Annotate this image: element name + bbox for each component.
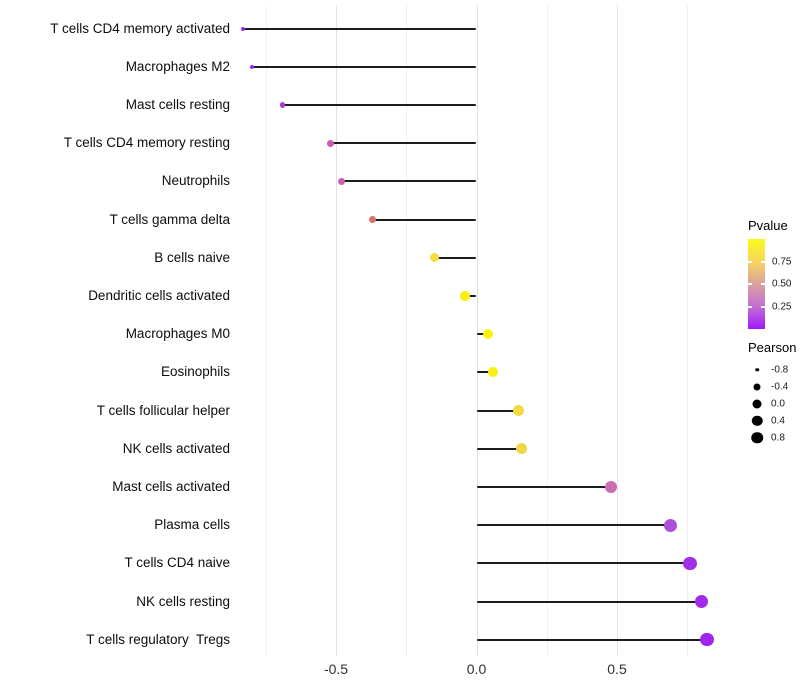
stem-segment	[476, 409, 519, 412]
y-axis-label: T cells CD4 naive	[124, 555, 230, 571]
pvalue-colorbar	[748, 239, 765, 329]
data-point	[368, 215, 377, 224]
pearson-legend-dot	[751, 431, 763, 444]
gridline-major	[476, 5, 478, 656]
x-axis-tick-label: 0.5	[607, 661, 627, 677]
gridline-minor	[265, 5, 267, 656]
stem-segment	[372, 218, 477, 221]
gridline-major	[336, 5, 337, 656]
data-point	[279, 102, 286, 108]
legend-pvalue: Pvalue 0.75 0.50 0.25	[748, 218, 800, 331]
x-axis-tick-label: 0.0	[466, 661, 487, 677]
pearson-legend-dot	[752, 399, 762, 408]
stem-segment	[330, 142, 477, 145]
y-axis-label: T cells gamma delta	[109, 211, 230, 227]
plot-panel	[237, 5, 717, 656]
data-point	[249, 64, 254, 69]
stem-segment	[476, 638, 707, 641]
pearson-legend-label: 0.4	[771, 415, 785, 426]
pearson-legend-dot	[753, 383, 761, 390]
data-point	[338, 177, 346, 185]
data-point	[488, 367, 499, 378]
stem-segment	[476, 333, 488, 336]
y-axis-label: T cells CD4 memory resting	[63, 135, 230, 151]
pearson-legend-row: -0.4	[753, 378, 800, 395]
stem-segment	[251, 65, 477, 68]
data-point	[482, 329, 493, 340]
y-axis-label: T cells follicular helper	[96, 402, 230, 418]
stem-segment	[476, 485, 612, 488]
pearson-legend-dot	[751, 415, 763, 426]
legend-pvalue-title: Pvalue	[748, 218, 788, 233]
legend-pearson-title: Pearson	[748, 340, 797, 355]
stem-segment	[282, 103, 477, 106]
stem-segment	[476, 447, 522, 450]
stem-segment	[476, 524, 671, 527]
stem-segment	[434, 256, 477, 259]
colorbar-tick-mark	[748, 283, 752, 285]
gridline-minor	[406, 5, 408, 656]
y-axis-label: Mast cells resting	[125, 96, 230, 112]
data-point	[326, 139, 334, 147]
data-point	[663, 518, 677, 532]
pearson-size-rows: -0.8 -0.4 0.0 0.4 0.8	[751, 361, 800, 446]
colorbar-tick-label: 0.75	[772, 256, 792, 267]
pearson-legend-label: 0.8	[771, 432, 785, 443]
gridline-minor	[687, 5, 689, 656]
stem-segment	[476, 371, 494, 374]
y-axis-label: B cells naive	[154, 249, 230, 265]
data-point	[694, 594, 708, 609]
data-point	[460, 291, 471, 301]
y-axis-label: Dendritic cells activated	[88, 287, 230, 303]
y-axis-label: Eosinophils	[160, 364, 230, 380]
y-axis-label: Neutrophils	[161, 173, 230, 189]
gridline-major	[617, 5, 618, 656]
y-axis-label: Plasma cells	[154, 517, 230, 533]
pearson-legend-row: 0.4	[751, 412, 800, 429]
data-point	[513, 405, 524, 416]
colorbar-tick-mark	[748, 305, 752, 308]
data-point	[516, 443, 527, 455]
pearson-legend-row: 0.8	[751, 429, 800, 446]
y-axis-label: NK cells activated	[122, 440, 230, 456]
colorbar-tick-label: 0.25	[772, 301, 792, 312]
pearson-legend-label: -0.4	[771, 381, 789, 392]
stem-segment	[243, 27, 477, 30]
y-axis-label: T cells regulatory Tregs	[86, 631, 230, 647]
data-point	[683, 556, 697, 570]
pearson-legend-row: 0.0	[752, 395, 800, 412]
y-axis-label: Macrophages M2	[125, 58, 230, 74]
data-point	[241, 26, 246, 31]
pearson-legend-row: -0.8	[755, 361, 800, 378]
data-point	[605, 480, 618, 493]
stem-segment	[476, 562, 691, 565]
colorbar-tick-mark	[761, 283, 765, 285]
colorbar-tick-mark	[748, 260, 752, 263]
y-axis-label: T cells CD4 memory activated	[50, 20, 230, 36]
stem-segment	[465, 294, 477, 297]
data-point	[700, 632, 714, 647]
y-axis-label: NK cells resting	[136, 593, 230, 609]
pearson-legend-label: 0.0	[771, 398, 785, 409]
pearson-legend-dot	[755, 367, 759, 372]
x-axis-tick-label: -0.5	[323, 661, 349, 677]
gridline-minor	[546, 5, 548, 656]
y-axis-label: Mast cells activated	[112, 478, 230, 494]
data-point	[429, 253, 439, 263]
y-axis-label: Macrophages M0	[125, 326, 230, 342]
colorbar-tick-label: 0.50	[772, 278, 792, 290]
colorbar-tick-mark	[761, 260, 765, 263]
stem-segment	[341, 180, 477, 183]
colorbar-tick-mark	[761, 305, 765, 308]
legend-pearson: Pearson -0.8 -0.4 0.0 0.4 0.8	[748, 340, 800, 446]
pvalue-colorbar-wrap: 0.75 0.50 0.25	[748, 239, 800, 331]
pearson-legend-label: -0.8	[771, 364, 789, 375]
stem-segment	[476, 600, 702, 603]
